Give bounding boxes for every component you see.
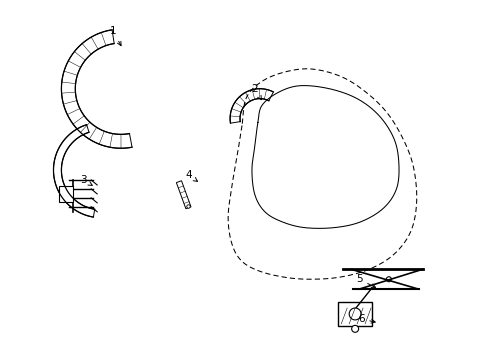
Text: 1: 1 — [109, 26, 121, 46]
Text: 4: 4 — [185, 170, 197, 181]
FancyBboxPatch shape — [338, 302, 371, 326]
Text: 6: 6 — [357, 314, 374, 324]
Polygon shape — [53, 125, 95, 217]
Circle shape — [351, 325, 358, 332]
FancyBboxPatch shape — [60, 186, 73, 202]
Polygon shape — [230, 89, 273, 123]
Polygon shape — [61, 30, 132, 148]
Text: 2: 2 — [251, 84, 261, 100]
Circle shape — [348, 308, 360, 320]
Text: 5: 5 — [355, 274, 375, 287]
Text: 3: 3 — [80, 175, 92, 185]
Polygon shape — [176, 181, 191, 209]
